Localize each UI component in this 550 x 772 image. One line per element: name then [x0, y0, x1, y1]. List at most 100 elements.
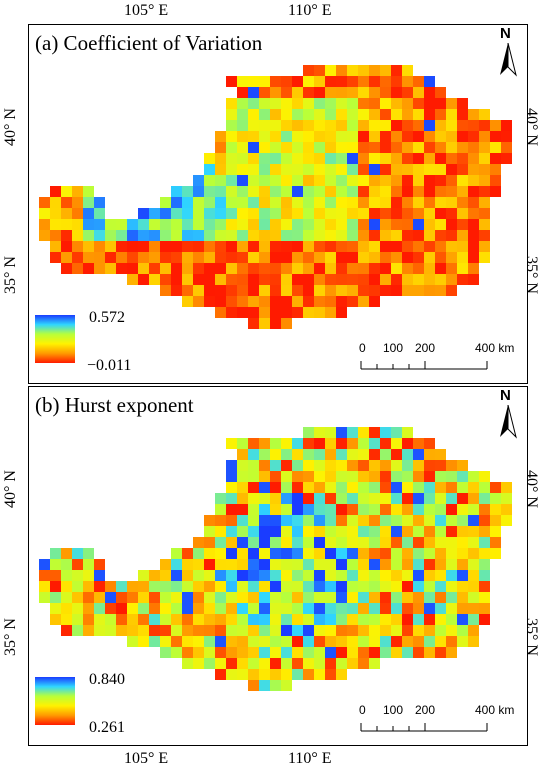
raster-cell	[479, 219, 490, 230]
raster-cell	[380, 471, 391, 482]
raster-cell	[303, 515, 314, 526]
raster-cell	[380, 274, 391, 285]
raster-cell	[281, 164, 292, 175]
raster-cell	[72, 603, 83, 614]
raster-cell	[237, 186, 248, 197]
raster-cell	[215, 526, 226, 537]
raster-cell	[281, 296, 292, 307]
raster-cell	[358, 65, 369, 76]
raster-cell	[446, 614, 457, 625]
raster-cell	[413, 460, 424, 471]
raster-cell	[435, 471, 446, 482]
raster-cell	[380, 614, 391, 625]
raster-cell	[446, 537, 457, 548]
raster-cell	[336, 142, 347, 153]
raster-cell	[270, 285, 281, 296]
raster-cell	[402, 142, 413, 153]
raster-cell	[149, 570, 160, 581]
raster-cell	[226, 296, 237, 307]
raster-cell	[336, 263, 347, 274]
raster-cell	[292, 230, 303, 241]
raster-cell	[281, 285, 292, 296]
raster-cell	[61, 197, 72, 208]
raster-cell	[402, 581, 413, 592]
lat-tick-35-right-a: 35° N	[522, 256, 540, 294]
raster-cell	[435, 570, 446, 581]
raster-cell	[468, 274, 479, 285]
raster-cell	[358, 570, 369, 581]
raster-cell	[138, 581, 149, 592]
raster-cell	[270, 109, 281, 120]
raster-cell	[369, 252, 380, 263]
raster-cell	[336, 438, 347, 449]
raster-cell	[435, 603, 446, 614]
raster-cell	[171, 570, 182, 581]
raster-cell	[237, 109, 248, 120]
raster-cell	[292, 131, 303, 142]
raster-cell	[83, 570, 94, 581]
raster-cell	[248, 285, 259, 296]
raster-cell	[336, 252, 347, 263]
raster-cell	[193, 581, 204, 592]
raster-cell	[457, 109, 468, 120]
raster-cell	[402, 263, 413, 274]
raster-cell	[358, 175, 369, 186]
raster-cell	[446, 581, 457, 592]
raster-cell	[402, 98, 413, 109]
raster-cell	[314, 548, 325, 559]
raster-cell	[160, 241, 171, 252]
raster-cell	[336, 636, 347, 647]
raster-cell	[391, 186, 402, 197]
raster-cell	[237, 636, 248, 647]
raster-cell	[182, 570, 193, 581]
raster-cell	[72, 263, 83, 274]
raster-cell	[237, 515, 248, 526]
raster-cell	[380, 548, 391, 559]
raster-cell	[369, 570, 380, 581]
raster-cell	[193, 614, 204, 625]
raster-cell	[259, 581, 270, 592]
raster-cell	[424, 515, 435, 526]
raster-cell	[424, 559, 435, 570]
raster-cell	[160, 219, 171, 230]
raster-cell	[325, 669, 336, 680]
scale-label-100: 100	[383, 703, 404, 717]
raster-cell	[358, 493, 369, 504]
scale-bar: 0 100 200 400 km	[359, 341, 519, 375]
raster-cell	[490, 548, 501, 559]
raster-cell	[171, 548, 182, 559]
raster-cell	[270, 230, 281, 241]
raster-cell	[490, 120, 501, 131]
raster-cell	[270, 526, 281, 537]
raster-cell	[270, 559, 281, 570]
raster-cell	[380, 427, 391, 438]
raster-cell	[391, 471, 402, 482]
raster-cell	[314, 285, 325, 296]
raster-cell	[358, 548, 369, 559]
raster-cell	[292, 449, 303, 460]
raster-cell	[369, 614, 380, 625]
raster-cell	[347, 274, 358, 285]
raster-cell	[292, 515, 303, 526]
raster-cell	[468, 515, 479, 526]
raster-cell	[314, 647, 325, 658]
raster-cell	[204, 241, 215, 252]
raster-cell	[468, 175, 479, 186]
raster-cell	[215, 175, 226, 186]
raster-cell	[347, 460, 358, 471]
raster-cell	[83, 252, 94, 263]
raster-cell	[402, 559, 413, 570]
raster-cell	[435, 449, 446, 460]
raster-cell	[479, 526, 490, 537]
raster-cell	[314, 131, 325, 142]
raster-cell	[347, 592, 358, 603]
raster-cell	[314, 87, 325, 98]
raster-cell	[314, 164, 325, 175]
raster-cell	[468, 504, 479, 515]
raster-cell	[303, 471, 314, 482]
raster-cell	[204, 625, 215, 636]
raster-cell	[160, 252, 171, 263]
raster-cell	[336, 460, 347, 471]
raster-cell	[369, 285, 380, 296]
map-panel-hurst-exponent: (b) Hurst exponent N 0.840 0.261 0 100 2…	[28, 386, 528, 746]
